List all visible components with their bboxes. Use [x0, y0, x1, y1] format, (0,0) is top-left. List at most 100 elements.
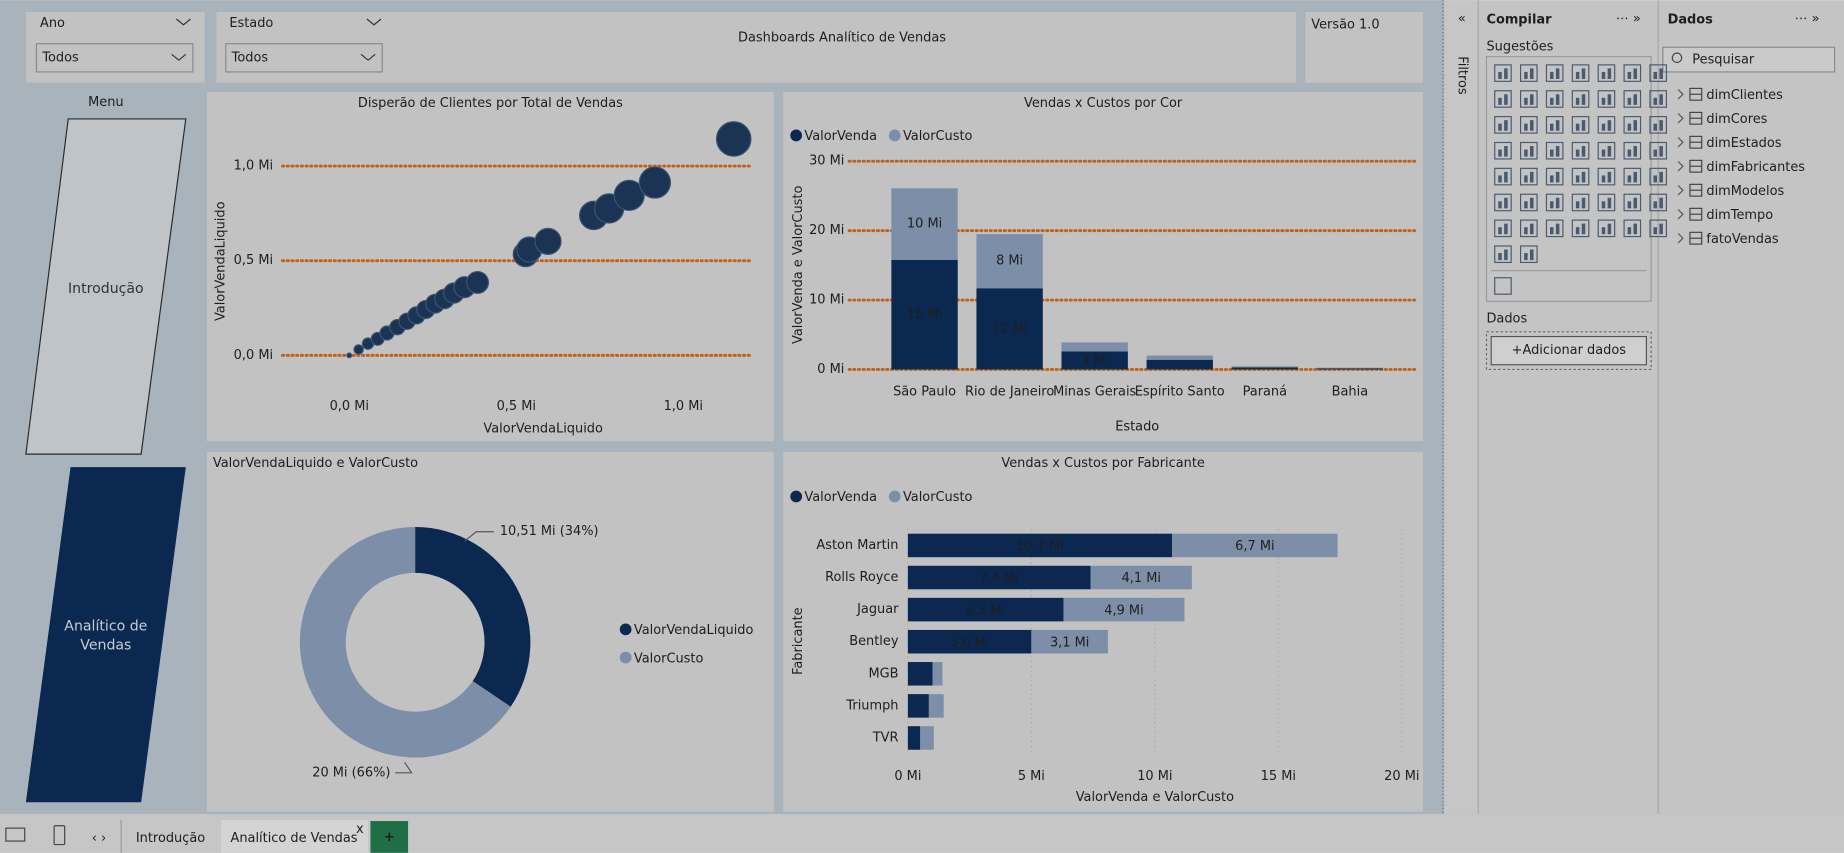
viz-icon[interactable]	[1520, 141, 1538, 160]
viz-icon[interactable]	[1597, 219, 1616, 238]
expand-icon[interactable]	[1677, 89, 1684, 100]
legend-marker[interactable]	[619, 651, 632, 664]
legend-marker[interactable]	[888, 129, 901, 142]
nav-arrows[interactable]: ‹ ›	[92, 831, 106, 846]
table-name[interactable]: dimEstados	[1706, 136, 1781, 151]
viz-icon[interactable]	[1597, 116, 1616, 134]
viz-icon[interactable]	[1494, 277, 1512, 295]
active-tab[interactable]	[221, 819, 369, 853]
viz-icon[interactable]	[1494, 193, 1512, 212]
legend-marker[interactable]	[619, 623, 632, 636]
viz-icon[interactable]	[1597, 167, 1616, 186]
viz-icon[interactable]	[1545, 90, 1564, 108]
viz-icon[interactable]	[1545, 193, 1564, 212]
bar-segment[interactable]	[1316, 367, 1384, 369]
table-name[interactable]: dimClientes	[1706, 88, 1783, 103]
donut-slice[interactable]	[299, 527, 511, 758]
slicer-value[interactable]: Todos	[231, 50, 269, 65]
bar-segment[interactable]	[891, 188, 958, 260]
add-page-icon[interactable]: +	[384, 830, 395, 845]
menu-button[interactable]	[25, 467, 186, 803]
bar-segment[interactable]	[1031, 629, 1108, 654]
search-box[interactable]	[1662, 46, 1836, 73]
bubble[interactable]	[466, 270, 490, 294]
bar-segment[interactable]	[907, 533, 1173, 558]
collapse-icon[interactable]: «	[1458, 12, 1466, 27]
bubble[interactable]	[715, 121, 752, 157]
legend-label[interactable]: ValorVenda	[804, 490, 877, 505]
slicer-dropdown[interactable]	[35, 43, 194, 73]
viz-icon[interactable]	[1571, 116, 1590, 134]
page-tab[interactable]: Analítico de Vendas	[231, 831, 358, 846]
more-icon[interactable]: ⋯ »	[1795, 12, 1820, 27]
table-name[interactable]: fatoVendas	[1706, 232, 1779, 247]
bar-segment[interactable]	[1231, 366, 1298, 368]
bar-segment[interactable]	[1146, 359, 1213, 370]
expand-icon[interactable]	[1677, 185, 1684, 196]
add-data-text[interactable]: +Adicionar dados	[1512, 343, 1627, 358]
bar-segment[interactable]	[907, 694, 929, 718]
bubble[interactable]	[638, 166, 672, 199]
viz-icon[interactable]	[1545, 219, 1564, 238]
table-name[interactable]: dimFabricantes	[1706, 160, 1805, 175]
bubble[interactable]	[534, 227, 562, 256]
close-tab[interactable]: x	[356, 822, 364, 837]
viz-icon[interactable]	[1494, 64, 1512, 82]
filters-title[interactable]: Filtros	[1454, 56, 1469, 95]
legend-label[interactable]: ValorCusto	[634, 651, 704, 666]
viz-icon[interactable]	[1623, 141, 1642, 160]
viz-icon[interactable]	[1494, 245, 1512, 264]
bar-segment[interactable]	[932, 662, 943, 686]
bar-segment[interactable]	[976, 288, 1043, 370]
bubble[interactable]	[613, 179, 645, 211]
viz-icon[interactable]	[1623, 116, 1642, 134]
viz-icon[interactable]	[1571, 90, 1590, 108]
viz-icon[interactable]	[1520, 167, 1538, 186]
add-data-button[interactable]	[1490, 335, 1648, 366]
bar-segment[interactable]	[891, 259, 958, 370]
bar-segment[interactable]	[907, 629, 1032, 654]
viz-icon[interactable]	[1494, 90, 1512, 108]
viz-icon[interactable]	[1597, 193, 1616, 212]
viz-icon[interactable]	[1520, 219, 1538, 238]
bar-segment[interactable]	[976, 234, 1043, 289]
bar-segment[interactable]	[907, 726, 921, 750]
page-tab[interactable]: Introdução	[136, 831, 205, 846]
bar-segment[interactable]	[1146, 355, 1213, 360]
bar-segment[interactable]	[1172, 533, 1338, 558]
viz-icon[interactable]	[1649, 141, 1668, 160]
viz-icon[interactable]	[1649, 193, 1668, 212]
viz-icon[interactable]	[1545, 167, 1564, 186]
viz-icon[interactable]	[1623, 167, 1642, 186]
viz-icon[interactable]	[1649, 90, 1668, 108]
viz-icon[interactable]	[1623, 90, 1642, 108]
bar-segment[interactable]	[907, 662, 933, 686]
viz-icon[interactable]	[1494, 219, 1512, 238]
menu-button-text[interactable]: Introdução	[67, 280, 144, 297]
viz-icon[interactable]	[1597, 64, 1616, 82]
slicer-value[interactable]: Todos	[41, 50, 79, 65]
viz-icon[interactable]	[1597, 141, 1616, 160]
mobile-icon[interactable]	[53, 825, 66, 846]
viz-icon[interactable]	[1520, 64, 1538, 82]
viz-icon[interactable]	[1520, 245, 1538, 264]
viz-icon[interactable]	[1597, 90, 1616, 108]
donut-slice[interactable]	[415, 527, 531, 707]
expand-icon[interactable]	[1677, 233, 1684, 244]
bar-segment[interactable]	[1316, 368, 1384, 370]
legend-label[interactable]: ValorCusto	[903, 490, 973, 505]
viz-icon[interactable]	[1571, 219, 1590, 238]
expand-icon[interactable]	[1677, 209, 1684, 220]
viz-icon[interactable]	[1494, 141, 1512, 160]
bar-segment[interactable]	[907, 565, 1091, 590]
bar-segment[interactable]	[907, 597, 1064, 622]
legend-label[interactable]: ValorVendaLiquido	[634, 623, 754, 638]
viz-icon[interactable]	[1571, 64, 1590, 82]
bar-segment[interactable]	[920, 726, 934, 750]
legend-marker[interactable]	[790, 129, 803, 142]
menu-button-label[interactable]: Introdução	[65, 253, 147, 324]
legend-marker[interactable]	[790, 490, 803, 503]
viz-icon[interactable]	[1494, 116, 1512, 134]
viz-icon[interactable]	[1649, 64, 1668, 82]
viz-icon[interactable]	[1494, 167, 1512, 186]
